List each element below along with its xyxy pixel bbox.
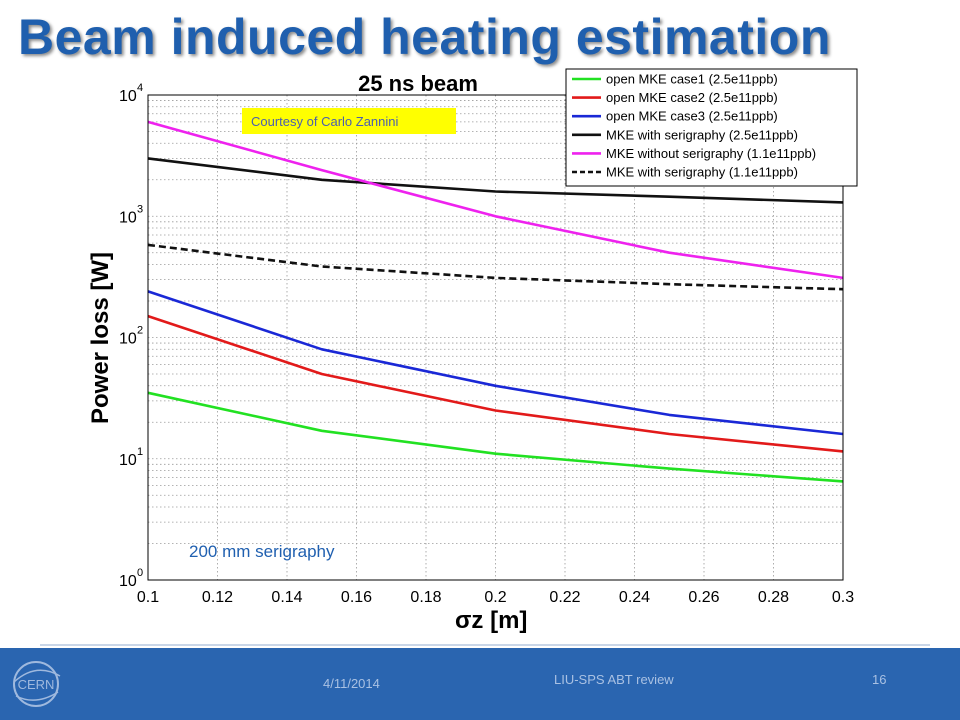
x-axis-label-text: σz [m] [455,607,527,634]
footer-divider [40,644,930,646]
x-tick-label: 0.18 [410,589,441,606]
x-tick-label: 0.2 [484,589,506,606]
footer-page-number: 16 [872,672,887,687]
series-line-4 [147,157,844,204]
chart: 0.1 0.12 0.14 0.16 0.18 0.2 0.22 0.24 0.26 0.28 0.… [87,68,858,634]
courtesy-box [242,108,456,134]
x-tick-label: 0.28 [758,589,789,606]
x-tick-label: 0.12 [202,589,233,606]
y-tick-exponent: 3 [137,203,143,215]
y-tick-label: 10 1 [119,446,143,469]
footer-date: 4/11/2014 [323,676,380,691]
y-tick-base: 10 [119,452,137,469]
legend-entry: MKE without serigraphy (1.1e11ppb) [606,146,816,161]
x-tick-label: 0.22 [549,589,580,606]
y-axis-label-text: Power loss [W] [87,252,114,424]
legend-entry: open MKE case3 (2.5e11ppb) [606,109,778,124]
y-tick-base: 10 [119,331,137,348]
y-tick-label: 10 0 [119,567,143,590]
y-tick-exponent: 0 [137,567,143,579]
series-line-3 [147,290,844,436]
footer-center: LIU-SPS ABT review [554,672,674,687]
x-tick-labels: 0.1 0.12 0.14 0.16 0.18 0.2 0.22 0.24 0.26 0.28 0.… [137,589,854,606]
legend: open MKE case1 (2.5e11ppb) open MKE case2… [572,72,816,180]
footer-bar [0,648,960,720]
y-tick-exponent: 2 [137,325,143,337]
series-line-6 [147,243,844,291]
legend-entry: MKE with serigraphy (2.5e11ppb) [606,127,798,142]
legend-entry: open MKE case1 (2.5e11ppb) [606,72,778,87]
cern-logo: CERN [13,661,61,707]
series-line-5 [147,120,844,280]
cern-logo-text: CERN [18,677,55,692]
y-tick-label: 10 4 [119,82,143,105]
plot-frame [147,94,844,581]
y-tick-base: 10 [119,88,137,105]
chart-title: 25 ns beam [358,71,478,96]
x-tick-label: 0.26 [688,589,719,606]
series-layer [147,120,844,483]
y-axis-label: Power loss [W] [87,252,114,424]
y-tick-exponent: 4 [137,82,143,94]
series-line-2 [147,314,844,453]
slide-title: Beam induced heating estimation [18,9,831,65]
x-tick-label: 0.1 [137,589,159,606]
x-tick-label: 0.24 [619,589,650,606]
courtesy-text: Courtesy of Carlo Zannini [251,114,399,129]
y-tick-exponent: 1 [137,446,143,458]
x-tick-label: 0.16 [341,589,372,606]
y-tick-label: 10 2 [119,325,143,348]
legend-box [565,68,858,187]
legend-entry: open MKE case2 (2.5e11ppb) [606,90,778,105]
y-tick-label: 10 3 [119,203,143,226]
serigraphy-note: 200 mm serigraphy [189,542,335,561]
y-tick-base: 10 [119,209,137,226]
x-tick-label: 0.3 [832,589,854,606]
x-axis-label: σz [m] [455,607,527,634]
series-line-1 [147,391,844,483]
legend-entry: MKE with serigraphy (1.1e11ppb) [606,165,798,180]
y-tick-base: 10 [119,573,137,590]
x-tick-label: 0.14 [271,589,302,606]
